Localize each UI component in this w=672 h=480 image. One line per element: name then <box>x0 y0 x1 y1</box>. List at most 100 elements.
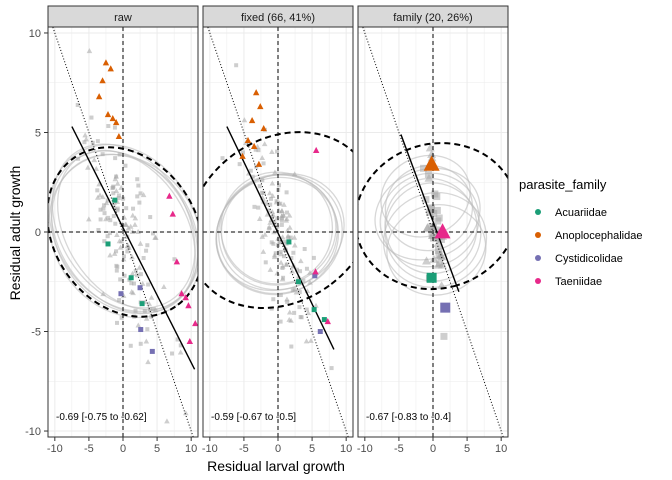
family-point <box>317 329 323 335</box>
grey-point <box>170 351 175 356</box>
grey-point <box>100 152 105 157</box>
grey-point <box>269 192 276 198</box>
grey-point <box>116 193 121 198</box>
grey-point <box>101 206 106 211</box>
grey-point <box>303 338 310 344</box>
grey-point <box>114 174 119 179</box>
grey-point <box>311 255 316 260</box>
family-point <box>139 301 145 307</box>
correlation-annotation: -0.67 [-0.83 to -0.4] <box>366 412 451 423</box>
grey-point <box>178 343 183 348</box>
grey-point <box>99 194 106 200</box>
family-point <box>169 210 176 217</box>
grey-point <box>304 307 309 312</box>
grey-point <box>279 218 284 223</box>
grey-point <box>277 183 282 188</box>
grey-point <box>284 262 289 267</box>
family-point <box>440 302 451 313</box>
grey-point <box>313 302 319 308</box>
y-axis-title: Residual adult growth <box>7 166 23 301</box>
grey-point <box>135 194 140 199</box>
grey-point <box>260 248 267 254</box>
grey-point <box>106 124 111 129</box>
grey-point <box>149 314 154 319</box>
grey-point <box>130 290 136 296</box>
family-point <box>423 155 440 171</box>
grey-point <box>298 269 303 274</box>
correlation-annotation: -0.69 [-0.75 to -0.62] <box>56 412 147 423</box>
grey-point <box>133 268 138 273</box>
family-point <box>185 302 192 309</box>
regression-line <box>400 134 460 292</box>
grey-point <box>132 221 138 227</box>
grey-point <box>269 149 275 155</box>
family-point <box>255 160 263 167</box>
grey-ellipse <box>386 203 487 296</box>
grey-point <box>83 136 89 142</box>
grey-point <box>82 132 88 138</box>
grey-point <box>292 310 297 315</box>
grey-point <box>135 228 141 234</box>
legend: parasite_family Acuariidae Anoplocephalid… <box>519 177 642 288</box>
grey-point <box>112 176 119 182</box>
grey-point <box>278 213 285 219</box>
grey-point <box>135 322 142 328</box>
family-point <box>95 93 103 100</box>
grey-point <box>423 223 433 232</box>
grey-point <box>102 211 107 216</box>
identity-diagonal <box>362 27 504 437</box>
grey-point <box>125 249 130 254</box>
grey-point <box>234 63 239 68</box>
grey-point <box>121 254 126 259</box>
grey-point <box>146 282 151 287</box>
grey-point <box>299 315 304 320</box>
grey-point <box>267 266 274 272</box>
grey-point <box>114 232 120 238</box>
grey-point <box>256 205 261 210</box>
grey-point <box>437 281 447 290</box>
grey-point <box>427 149 437 158</box>
grey-point <box>148 294 155 300</box>
grey-point <box>102 203 107 208</box>
grey-point <box>89 115 94 120</box>
grey-point <box>278 240 283 245</box>
grey-ellipse <box>374 167 481 261</box>
facet-strip-label: family (20, 26%) <box>393 12 472 24</box>
legend-key <box>535 255 541 261</box>
grey-point <box>272 169 278 175</box>
grey-point <box>275 149 280 154</box>
family-point <box>138 327 144 333</box>
grey-point <box>293 289 300 295</box>
facet-strip-label: raw <box>114 12 132 24</box>
family-point <box>239 152 246 159</box>
grey-point <box>142 309 147 314</box>
grey-point <box>114 268 119 273</box>
grey-point <box>220 156 225 161</box>
family-point <box>434 223 451 239</box>
family-point <box>109 115 116 122</box>
grey-point <box>120 256 127 262</box>
facet-strip <box>202 5 354 28</box>
grey-point <box>266 190 273 196</box>
grey-point <box>128 343 133 348</box>
grey-point <box>91 157 98 163</box>
grey-point <box>145 359 151 365</box>
grey-point <box>433 206 441 214</box>
grey-point <box>102 239 107 244</box>
grey-point <box>129 254 135 260</box>
grey-point <box>144 248 149 253</box>
grey-point <box>98 207 103 212</box>
family-point <box>186 337 194 345</box>
grey-point <box>119 315 124 320</box>
grey-point <box>115 208 120 213</box>
grey-point <box>93 165 100 171</box>
grey-point <box>435 214 443 222</box>
grey-point <box>278 259 284 265</box>
family-point <box>311 307 317 313</box>
grey-point <box>433 193 441 201</box>
grey-point <box>85 164 91 170</box>
grey-point <box>430 209 438 217</box>
grey-point <box>252 204 257 209</box>
family-point <box>118 291 124 297</box>
grey-point <box>291 234 298 240</box>
